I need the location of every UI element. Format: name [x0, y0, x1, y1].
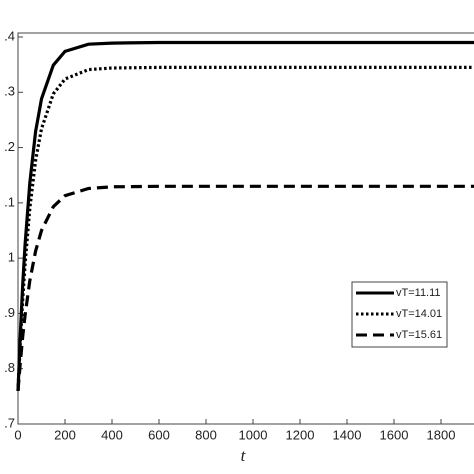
x-tick-label: 1400 — [333, 427, 362, 442]
x-tick-label: 1800 — [427, 427, 456, 442]
line-series — [16, 184, 474, 391]
x-tick-label: 1000 — [239, 427, 268, 442]
line-series — [16, 40, 474, 391]
y-tick-label: .4 — [4, 28, 15, 43]
plot-frame — [17, 32, 474, 425]
x-tick-label: 400 — [101, 427, 123, 442]
legend-label: vT=15.61 — [396, 329, 442, 341]
legend-label: vT=14.01 — [396, 308, 442, 320]
x-tick-label: 0 — [14, 427, 21, 442]
x-axis-title: t — [241, 446, 247, 465]
y-tick-label: .9 — [4, 305, 15, 320]
x-tick-label: 200 — [54, 427, 76, 442]
y-tick-label: .2 — [4, 139, 15, 154]
x-tick-label: 800 — [195, 427, 217, 442]
line-series — [16, 65, 474, 391]
y-tick-label: .7 — [4, 415, 15, 430]
x-tick-label: 1200 — [286, 427, 315, 442]
y-tick-label: 1 — [8, 250, 15, 265]
y-tick-label: .1 — [4, 194, 15, 209]
legend-label: vT=11.11 — [396, 287, 441, 299]
x-tick-label: 600 — [148, 427, 170, 442]
y-tick-label: .8 — [4, 360, 15, 375]
y-tick-label: .3 — [4, 84, 15, 99]
x-tick-label: 1600 — [380, 427, 409, 442]
